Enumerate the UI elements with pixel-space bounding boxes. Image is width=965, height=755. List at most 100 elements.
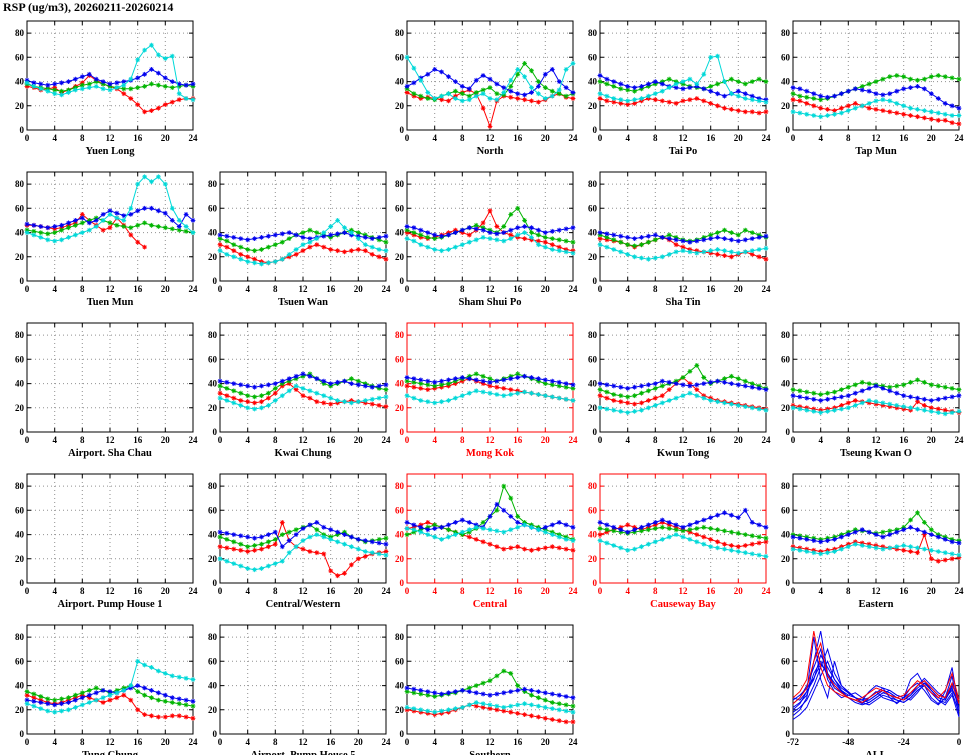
- chart-airport-pump-house-5: 0 4 8 12 16 20 24 0 20 40 60 80 Airport. Pump House …: [208, 624, 391, 755]
- y-tick-label: 80: [15, 179, 25, 189]
- y-tick-label: 20: [588, 554, 598, 564]
- x-tick-label: 20: [354, 586, 364, 596]
- y-tick-label: 20: [588, 403, 598, 413]
- x-tick-label: 20: [354, 435, 364, 445]
- gridlines: [600, 21, 766, 130]
- y-tick-label: 20: [208, 705, 218, 715]
- x-tick-label: 4: [432, 737, 437, 747]
- chart-north: 0 4 8 12 16 20 24 0 20 40 60 80 North: [395, 20, 578, 157]
- plot-frame: [219, 473, 387, 584]
- y-tick-label: 60: [15, 656, 25, 666]
- x-tick-label: 20: [541, 284, 551, 294]
- x-tick-label: 24: [569, 284, 579, 294]
- x-tick-label: 12: [299, 284, 309, 294]
- station-label: Kwun Tong: [657, 448, 710, 459]
- y-tick-label: 40: [395, 228, 405, 238]
- gridlines: [407, 172, 573, 281]
- x-tick-label: 12: [106, 133, 116, 143]
- series-blue-2-markers: [790, 84, 962, 111]
- x-tick-label: 16: [706, 284, 716, 294]
- x-tick-label: 0: [957, 737, 962, 747]
- series-red-8-line: [792, 631, 960, 701]
- y-tick-label: 40: [15, 77, 25, 87]
- x-tick-label: 20: [541, 435, 551, 445]
- x-tick-label: 20: [734, 284, 744, 294]
- series-cyan-3-markers: [217, 383, 389, 412]
- x-tick-label: 0: [598, 586, 603, 596]
- x-tick-label: 8: [846, 435, 851, 445]
- gridlines: [220, 474, 386, 583]
- y-tick-label: 80: [15, 330, 25, 340]
- y-tick-label: 0: [400, 427, 405, 437]
- series-green-1-markers: [404, 483, 576, 542]
- y-tick-label: 40: [208, 681, 218, 691]
- x-tick-label: 4: [52, 737, 57, 747]
- x-tick-label: 16: [706, 133, 716, 143]
- x-tick-label: 0: [598, 284, 603, 294]
- station-label: Airport. Pump House 1: [58, 599, 163, 610]
- y-tick-label: 60: [781, 354, 791, 364]
- y-tick-label: 40: [15, 681, 25, 691]
- station-label: ALL: [865, 750, 887, 755]
- series-blue-2-markers: [597, 507, 769, 535]
- x-tick-label: 24: [382, 284, 392, 294]
- chart-central-western: 0 4 8 12 16 20 24 0 20 40 60 80 Central/Western: [208, 473, 391, 610]
- series-cyan-3-markers: [24, 42, 196, 103]
- y-tick-label: 40: [781, 530, 791, 540]
- series-cyan-3-markers: [217, 218, 389, 267]
- x-tick-label: 24: [189, 133, 199, 143]
- x-tick-label: 12: [299, 586, 309, 596]
- x-tick-label: -24: [898, 737, 910, 747]
- chart-central: 0 4 8 12 16 20 24 0 20 40 60 80 Central: [395, 473, 578, 610]
- x-tick-label: 4: [625, 435, 630, 445]
- chart-tsuen-wan: 0 4 8 12 16 20 24 0 20 40 60 80 Tsuen Wan: [208, 171, 392, 308]
- y-tick-label: 60: [15, 52, 25, 62]
- x-tick-label: 24: [569, 737, 579, 747]
- y-tick-label: 0: [20, 276, 25, 286]
- series-cyan-3-markers: [597, 242, 769, 262]
- x-tick-label: 8: [653, 284, 658, 294]
- x-tick-label: 4: [625, 586, 630, 596]
- x-tick-label: 0: [218, 737, 223, 747]
- x-tick-label: 12: [299, 435, 309, 445]
- station-label: Tuen Mun: [87, 297, 134, 308]
- series-cyan-3-markers: [404, 700, 576, 715]
- y-tick-label: 20: [15, 403, 25, 413]
- y-tick-label: 20: [395, 101, 405, 111]
- y-tick-label: 0: [400, 729, 405, 739]
- x-tick-label: 16: [899, 133, 909, 143]
- x-tick-label: 0: [25, 586, 30, 596]
- x-tick-label: 24: [189, 284, 199, 294]
- y-tick-label: 40: [395, 530, 405, 540]
- y-tick-label: 60: [208, 203, 218, 213]
- series-blue-2-markers: [597, 378, 769, 392]
- y-tick-label: 60: [781, 505, 791, 515]
- series-red-0-line: [27, 213, 145, 248]
- chart-tuen-mun: 0 4 8 12 16 20 24 0 20 40 60 80 Tuen Mun: [15, 171, 199, 308]
- station-label: Tai Po: [669, 146, 698, 157]
- x-tick-label: 0: [405, 586, 410, 596]
- x-tick-label: 8: [460, 133, 465, 143]
- station-label: Mong Kok: [466, 448, 514, 459]
- y-tick-label: 40: [588, 530, 598, 540]
- y-tick-label: 40: [395, 77, 405, 87]
- x-tick-label: 4: [432, 284, 437, 294]
- y-tick-label: 60: [15, 505, 25, 515]
- x-tick-label: 20: [734, 435, 744, 445]
- x-tick-label: 8: [460, 284, 465, 294]
- x-tick-label: 12: [679, 435, 689, 445]
- x-tick-label: 16: [513, 435, 523, 445]
- station-label: Causeway Bay: [650, 599, 716, 610]
- y-tick-label: 20: [15, 252, 25, 262]
- y-tick-label: 40: [208, 530, 218, 540]
- x-tick-label: 0: [598, 435, 603, 445]
- x-tick-label: 16: [899, 435, 909, 445]
- x-tick-label: 8: [653, 435, 658, 445]
- y-tick-label: 0: [593, 427, 598, 437]
- x-tick-label: 0: [218, 435, 223, 445]
- x-tick-label: 20: [541, 586, 551, 596]
- y-tick-label: 60: [395, 656, 405, 666]
- x-tick-label: 4: [818, 435, 823, 445]
- x-tick-label: 8: [273, 435, 278, 445]
- y-tick-label: 80: [395, 330, 405, 340]
